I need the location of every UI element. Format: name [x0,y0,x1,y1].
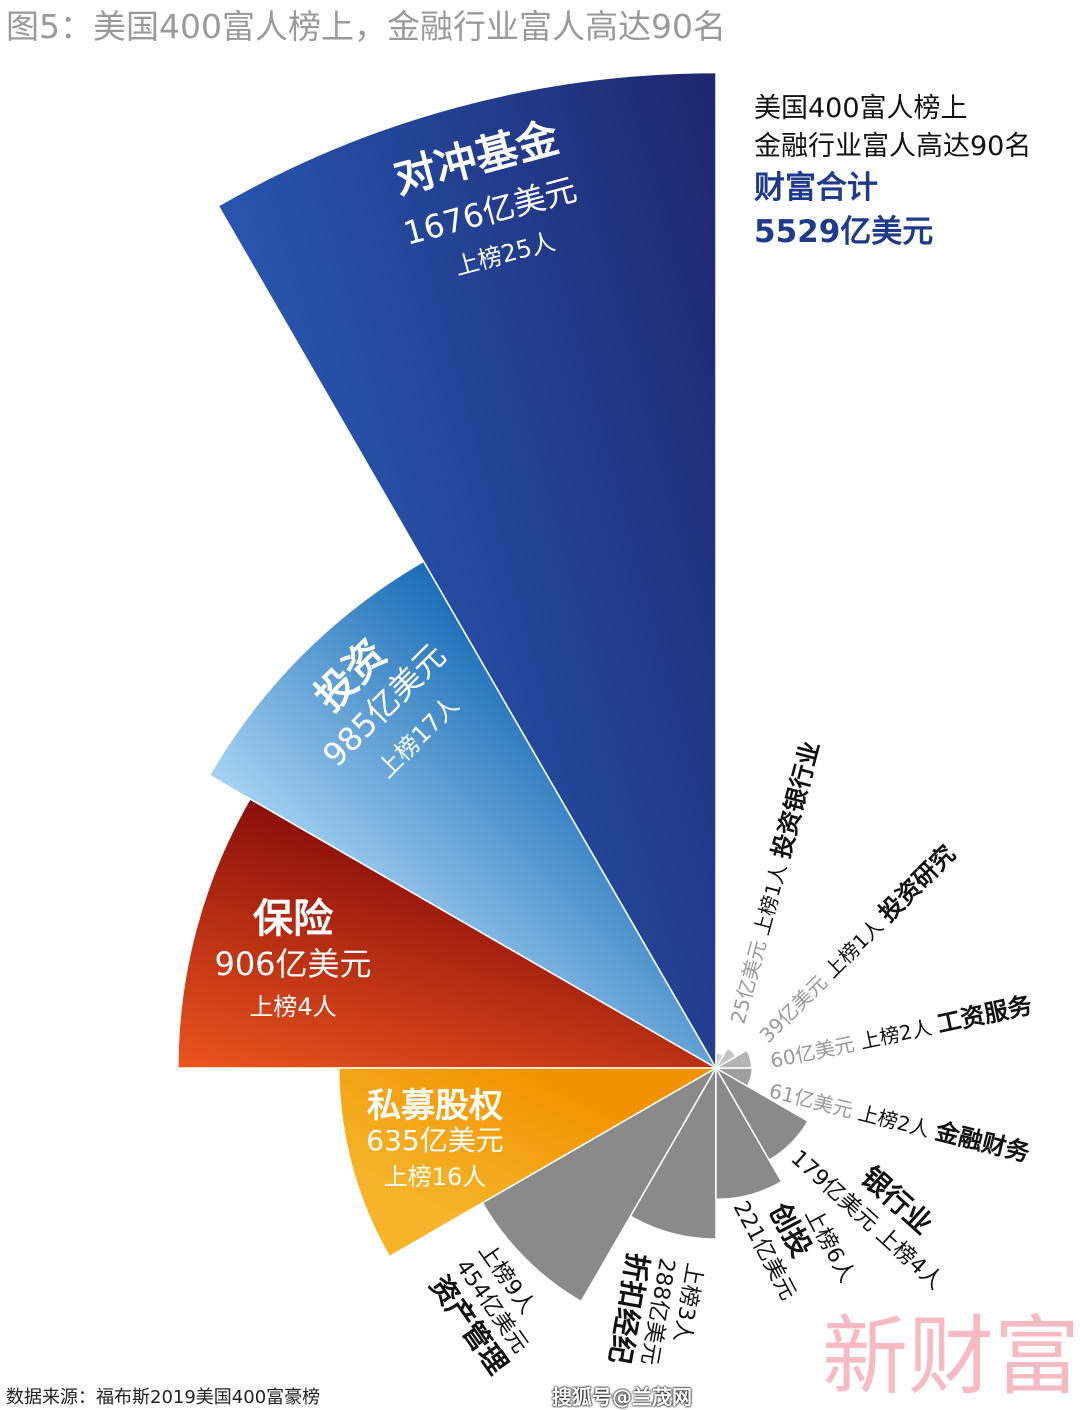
sector-count-label: 上榜2人 [858,1014,940,1054]
sector-保险 [177,797,719,1069]
sector-对冲基金 [217,71,717,1071]
credit-watermark: 搜狐号@兰茂网 [552,1385,692,1409]
sector-投资银行业 [715,1052,725,1071]
sector-折扣经纪 [629,1065,717,1240]
sector-投资 [208,560,719,1071]
sector-银行业 [713,1065,810,1162]
sector-count-label: 上榜1人 [749,855,793,938]
sector-count-label: 上榜16人 [384,1163,487,1191]
data-source: 数据来源：福布斯2019美国400富豪榜 [6,1387,321,1408]
sector-value-label: 635亿美元 [366,1124,503,1157]
summary-block: 美国400富人榜上 金融行业富人高达90名 财富合计 5529亿美元 [754,90,1031,254]
sector-私募股权 [338,1067,719,1258]
summary-total-label: 财富合计 [754,170,878,206]
sector-name-label: 金融财务 [931,1117,1033,1168]
sector-资产管理 [481,1065,719,1303]
sector-name-label: 工资服务 [935,991,1036,1039]
figure-title: 图5：美国400富人榜上，金融行业富人高达90名 [6,7,726,46]
sector-value-label: 39亿美元 [755,966,837,1048]
summary-line-2: 金融行业富人高达90名 [754,131,1032,162]
sector-投资研究 [713,1046,738,1071]
sector-count-label: 上榜2人 [856,1101,939,1143]
sector-name-label: 保险 [253,896,334,942]
sector-count-label: 上榜1人 [819,910,892,983]
sector-name-label: 投资银行业 [767,738,825,861]
sector-value-label: 25亿美元 [726,931,773,1026]
sector-count-label: 上榜4人 [249,993,336,1021]
sector-value-label: 906亿美元 [214,945,371,983]
sector-创投 [715,1065,783,1201]
sector-name-label: 投资研究 [873,840,961,928]
sector-label-折扣经纪: 上榜3人288亿美元折扣经纪 [603,1250,707,1375]
summary-total-value: 5529亿美元 [754,214,934,250]
summary-line-1: 美国400富人榜上 [754,93,968,124]
watermark-logo: 新财富 [822,1307,1080,1407]
sector-name-label: 私募股权 [367,1086,503,1126]
